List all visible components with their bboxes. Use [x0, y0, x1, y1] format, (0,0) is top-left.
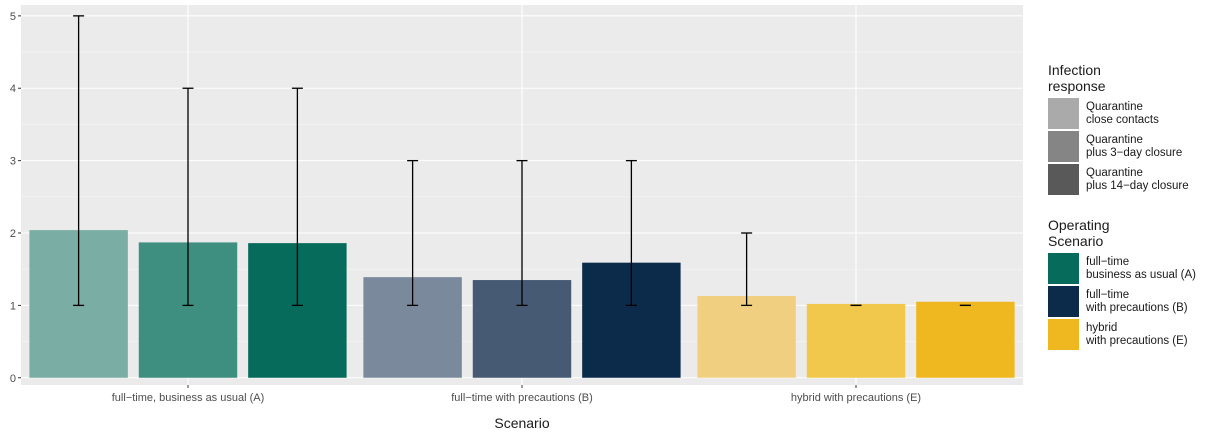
y-tick-label: 0 — [10, 373, 16, 385]
y-tick-label: 3 — [10, 156, 16, 168]
legend-label: Quarantine close contacts — [1086, 100, 1159, 126]
x-axis-title: Scenario — [494, 415, 549, 431]
bar — [697, 295, 796, 378]
bar — [806, 303, 906, 378]
x-tick-label: full−time, business as usual (A) — [112, 392, 265, 404]
legend-key — [1048, 164, 1079, 195]
legend-item: hybrid with precautions (E) — [1048, 318, 1198, 351]
y-tick-label: 2 — [10, 228, 16, 240]
legend-title: Operating Scenario — [1048, 217, 1110, 249]
legend-item: Quarantine close contacts — [1048, 97, 1198, 130]
legend-item: Quarantine plus 3−day closure — [1048, 130, 1198, 163]
legend-label: full−time with precautions (B) — [1086, 288, 1188, 314]
legend-key — [1048, 131, 1079, 162]
y-tick-label: 5 — [10, 11, 16, 23]
legend-infection-response: Infection response Quarantine close cont… — [1048, 62, 1198, 196]
legend-key — [1048, 253, 1079, 284]
legend-label: Quarantine plus 14−day closure — [1086, 166, 1189, 192]
legend-key — [1048, 98, 1079, 129]
legend-label: hybrid with precautions (E) — [1086, 321, 1188, 347]
x-tick-label: hybrid with precautions (E) — [791, 392, 921, 404]
x-tick-label: full−time with precautions (B) — [451, 392, 593, 404]
legend-key — [1048, 286, 1079, 317]
legend-items: full−time business as usual (A) full−time… — [1048, 252, 1198, 351]
legend-title: Infection response — [1048, 62, 1106, 94]
legend-items: Quarantine close contacts Quarantine plus… — [1048, 97, 1198, 196]
bar — [916, 301, 1015, 378]
legend-label: Quarantine plus 3−day closure — [1086, 133, 1183, 159]
y-axis-ticks: 0 1 2 3 4 5 — [10, 11, 21, 385]
y-tick-label: 4 — [10, 83, 16, 95]
bars — [29, 230, 1015, 378]
legend-item: Quarantine plus 14−day closure — [1048, 163, 1198, 196]
x-axis-ticks: full−time, business as usual (A) full−tim… — [112, 385, 921, 404]
legend-label: full−time business as usual (A) — [1086, 255, 1196, 281]
y-tick-label: 1 — [10, 300, 16, 312]
legend-key — [1048, 319, 1079, 350]
legend-operating-scenario: Operating Scenario full−time business as… — [1048, 217, 1198, 351]
error-bars — [73, 15, 971, 307]
legend-item: full−time business as usual (A) — [1048, 252, 1198, 285]
legend-item: full−time with precautions (B) — [1048, 285, 1198, 318]
